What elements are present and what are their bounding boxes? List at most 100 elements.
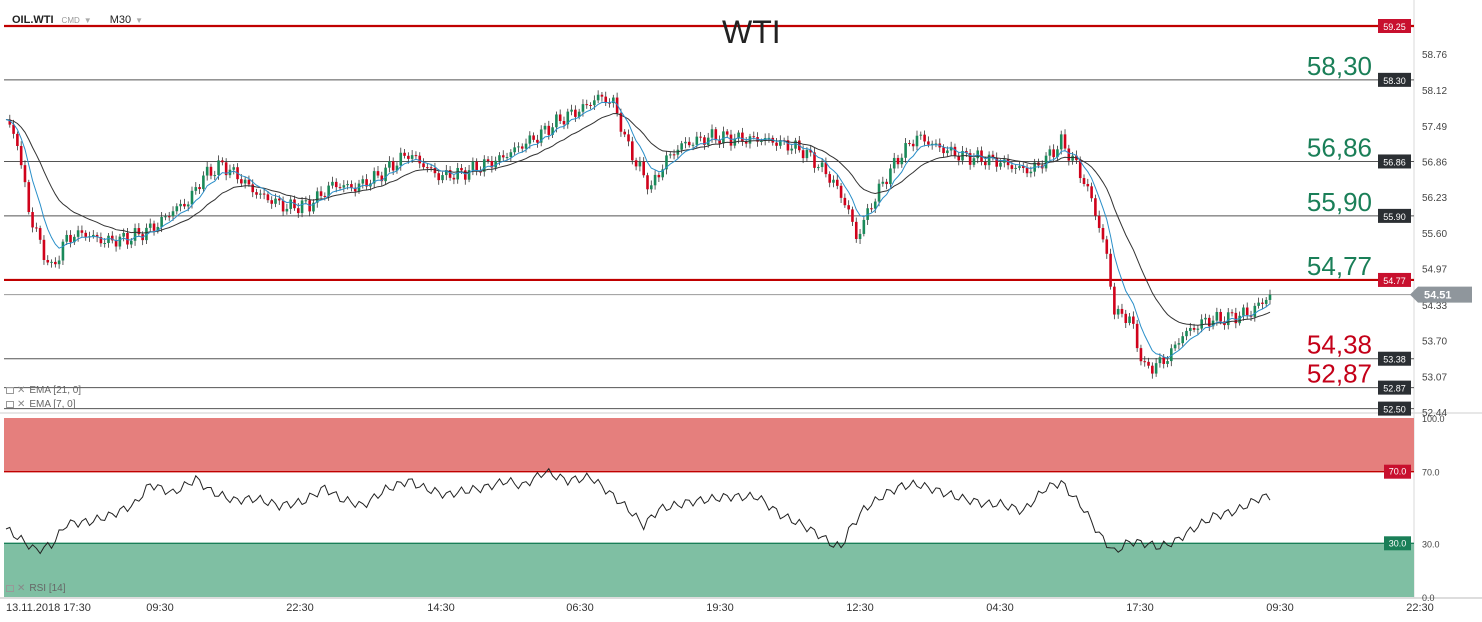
candle-body	[92, 234, 95, 237]
timeframe-selector[interactable]: M30	[109, 14, 132, 26]
y-tick-label: 52.44	[1422, 408, 1447, 419]
candle-body	[1109, 253, 1112, 287]
current-price-label: 54.51	[1424, 290, 1452, 302]
candle-body	[422, 163, 425, 168]
candle-body	[342, 185, 346, 188]
candle-body	[259, 193, 262, 195]
candle-body	[1143, 361, 1147, 363]
x-tick-label: 09:30	[1266, 602, 1294, 614]
close-icon[interactable]: ✕	[17, 385, 26, 396]
y-tick-label: 53.70	[1422, 337, 1447, 348]
candle-body	[1101, 227, 1105, 240]
candle-body	[266, 194, 270, 201]
candle-body	[1226, 312, 1230, 326]
candle-body	[376, 171, 380, 176]
candle-body	[1196, 328, 1200, 330]
candle-body	[718, 140, 721, 144]
candle-body	[388, 161, 391, 168]
indicator-settings-icon[interactable]	[6, 585, 14, 592]
candle-body	[19, 145, 23, 166]
candle-body	[304, 200, 308, 202]
candle-body	[570, 109, 573, 112]
candle-body	[118, 236, 122, 247]
candle-body	[661, 169, 664, 178]
candle-body	[471, 161, 475, 171]
ema7-line	[5, 100, 1271, 359]
candle-body	[186, 204, 190, 207]
close-icon[interactable]: ✕	[17, 583, 26, 594]
candle-body	[12, 124, 15, 134]
candle-body	[858, 233, 862, 240]
candle-body	[1048, 149, 1052, 156]
indicator-settings-icon[interactable]	[6, 401, 14, 408]
candle-body	[448, 170, 452, 178]
candle-body	[240, 179, 243, 184]
candle-body	[482, 159, 486, 172]
candle-body	[551, 127, 554, 135]
candle-body	[1120, 308, 1124, 314]
candle-body	[1181, 336, 1184, 344]
candle-body	[779, 140, 782, 146]
candle-body	[725, 131, 729, 135]
candle-body	[1067, 148, 1071, 161]
candle-body	[631, 141, 634, 161]
indicator-label-ema21[interactable]: ✕ EMA [21, 0]	[6, 385, 81, 396]
candle-body	[175, 206, 179, 212]
rsi-overbought-tag-label: 70.0	[1389, 467, 1407, 477]
candle-body	[1113, 286, 1116, 315]
candle-body	[501, 155, 505, 158]
rsi-tick-label: 30.0	[1422, 539, 1440, 549]
candle-body	[684, 141, 687, 144]
indicator-label-ema7[interactable]: ✕ EMA [7, 0]	[6, 399, 76, 410]
candle-body	[566, 111, 570, 125]
candle-body	[752, 136, 756, 138]
candle-body	[1151, 365, 1154, 374]
candle-body	[589, 104, 592, 106]
level-price-label: 59.25	[1383, 22, 1406, 32]
candle-body	[167, 216, 171, 218]
candle-body	[171, 211, 175, 217]
candle-body	[1097, 215, 1101, 228]
candle-body	[870, 208, 873, 210]
candle-body	[194, 187, 198, 191]
candle-body	[103, 243, 106, 245]
candle-body	[942, 147, 945, 154]
candle-body	[152, 223, 156, 231]
level-price-label: 55.90	[1383, 212, 1406, 222]
candle-body	[498, 155, 501, 161]
candle-body	[122, 232, 125, 237]
candle-body	[346, 184, 349, 186]
candle-body	[205, 166, 209, 176]
candle-body	[854, 221, 858, 240]
candle-body	[463, 170, 467, 180]
chevron-down-icon[interactable]: ▼	[83, 15, 92, 25]
candle-body	[1257, 302, 1260, 306]
candle-body	[372, 171, 376, 184]
symbol-selector[interactable]: OIL.WTI	[12, 14, 54, 26]
close-icon[interactable]: ✕	[17, 399, 26, 410]
indicator-settings-icon[interactable]	[6, 387, 14, 394]
chevron-down-icon[interactable]: ▼	[135, 15, 144, 25]
chart-title: WTI	[722, 14, 781, 50]
candle-body	[179, 203, 182, 207]
candle-body	[1105, 239, 1109, 254]
candle-body	[873, 201, 877, 209]
candle-body	[384, 167, 387, 182]
ema7-label: EMA [7, 0]	[29, 399, 76, 410]
candle-body	[145, 227, 148, 241]
candle-body	[528, 135, 532, 144]
indicator-label-rsi[interactable]: ✕ RSI [14]	[6, 583, 66, 594]
candle-body	[270, 200, 274, 204]
candle-body	[517, 146, 520, 148]
candle-body	[80, 230, 84, 233]
level-price-label: 58.30	[1383, 76, 1406, 86]
candle-body	[1177, 343, 1181, 345]
candle-body	[627, 134, 630, 142]
candle-body	[646, 175, 649, 190]
x-tick-label: 13.11.2018 17:30	[6, 602, 91, 614]
candle-body	[1124, 313, 1128, 323]
candle-body	[1082, 178, 1086, 184]
level-annotation: 56,86	[1307, 132, 1372, 162]
candle-body	[1059, 134, 1063, 150]
